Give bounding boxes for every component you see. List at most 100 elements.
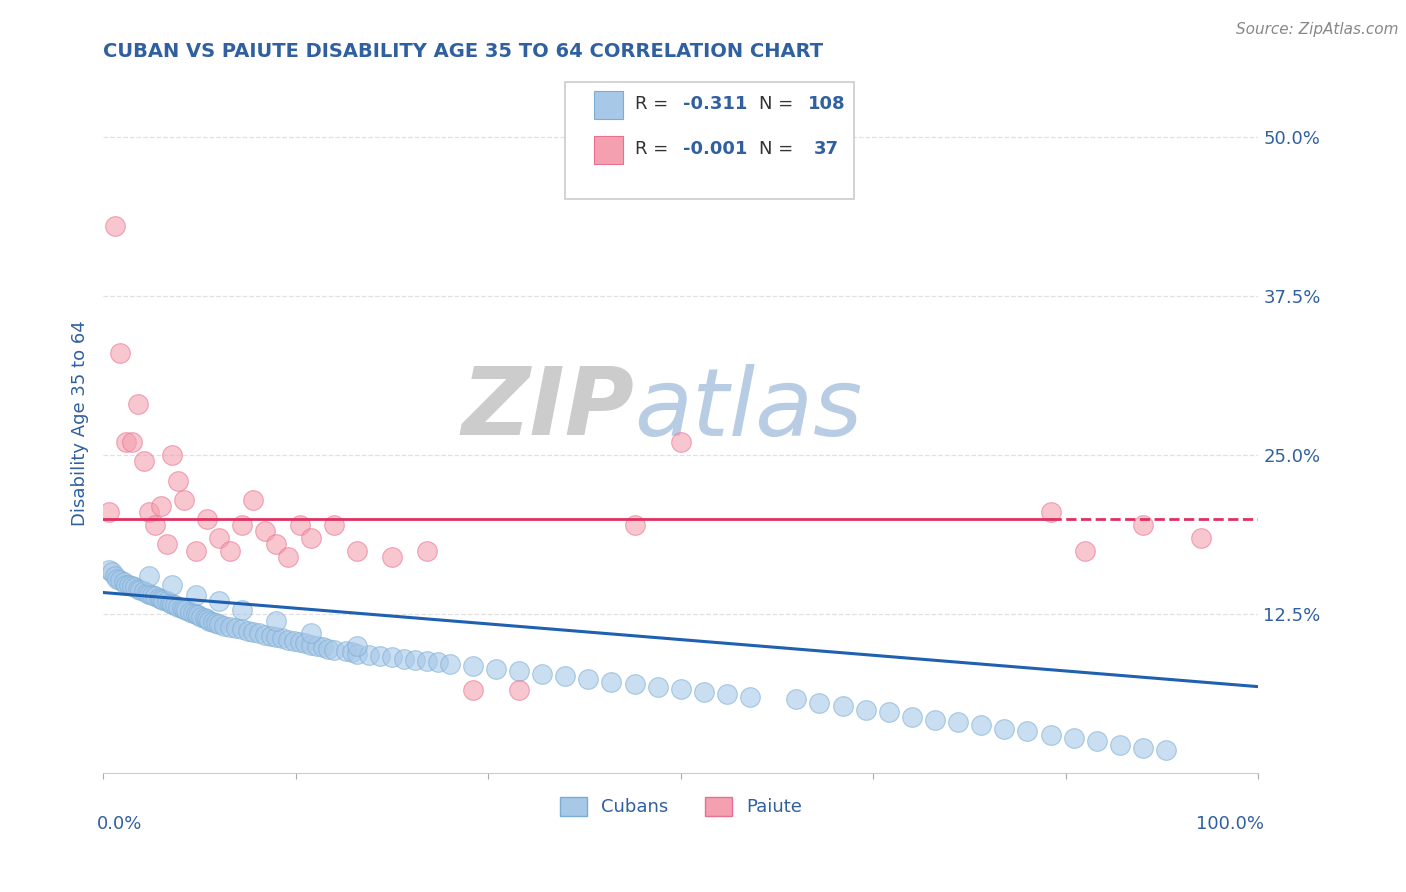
- Point: [266, 537, 288, 551]
- Point: [97, 563, 120, 577]
- Point: [531, 667, 554, 681]
- Point: [294, 636, 316, 650]
- Point: [214, 618, 236, 632]
- Point: [1085, 734, 1108, 748]
- Point: [299, 626, 322, 640]
- Point: [176, 603, 198, 617]
- Point: [1108, 738, 1130, 752]
- Point: [247, 626, 270, 640]
- Point: [576, 672, 599, 686]
- Point: [190, 609, 212, 624]
- Point: [156, 537, 179, 551]
- Point: [346, 543, 368, 558]
- Point: [785, 692, 807, 706]
- Point: [195, 612, 218, 626]
- Point: [283, 633, 305, 648]
- Text: ZIP: ZIP: [461, 363, 634, 455]
- Point: [138, 505, 160, 519]
- Point: [179, 605, 201, 619]
- Point: [508, 665, 530, 679]
- Point: [219, 543, 242, 558]
- Point: [318, 641, 340, 656]
- Point: [167, 474, 190, 488]
- FancyBboxPatch shape: [565, 82, 853, 200]
- Point: [415, 654, 437, 668]
- Point: [485, 662, 508, 676]
- Point: [299, 531, 322, 545]
- Point: [143, 518, 166, 533]
- Point: [415, 543, 437, 558]
- Point: [335, 644, 357, 658]
- Text: Source: ZipAtlas.com: Source: ZipAtlas.com: [1236, 22, 1399, 37]
- Point: [259, 629, 281, 643]
- Point: [205, 615, 228, 630]
- Point: [1074, 543, 1097, 558]
- Point: [253, 524, 276, 539]
- Point: [669, 435, 692, 450]
- Point: [136, 585, 159, 599]
- FancyBboxPatch shape: [595, 136, 623, 164]
- Point: [141, 588, 163, 602]
- FancyBboxPatch shape: [595, 91, 623, 119]
- Point: [508, 683, 530, 698]
- Point: [970, 718, 993, 732]
- Point: [184, 588, 207, 602]
- Point: [266, 630, 288, 644]
- Point: [117, 578, 139, 592]
- Point: [271, 632, 294, 646]
- Point: [149, 499, 172, 513]
- Point: [381, 549, 404, 564]
- Point: [901, 710, 924, 724]
- Point: [208, 594, 231, 608]
- Point: [392, 651, 415, 665]
- Point: [288, 518, 311, 533]
- Point: [808, 696, 831, 710]
- Point: [427, 656, 450, 670]
- Point: [311, 640, 333, 655]
- Point: [340, 645, 363, 659]
- Point: [208, 617, 231, 632]
- Text: -0.311: -0.311: [683, 95, 748, 112]
- Point: [201, 615, 224, 629]
- Point: [195, 512, 218, 526]
- Point: [946, 715, 969, 730]
- Point: [924, 713, 946, 727]
- Point: [208, 531, 231, 545]
- Point: [115, 578, 138, 592]
- Text: 100.0%: 100.0%: [1197, 815, 1264, 833]
- Point: [253, 627, 276, 641]
- Point: [163, 599, 186, 613]
- Point: [110, 346, 132, 360]
- Point: [110, 573, 132, 587]
- Point: [121, 579, 143, 593]
- Point: [647, 680, 669, 694]
- Point: [669, 682, 692, 697]
- Point: [194, 611, 217, 625]
- Point: [1039, 505, 1062, 519]
- Point: [623, 677, 645, 691]
- Point: [219, 620, 242, 634]
- Point: [346, 639, 368, 653]
- Point: [198, 614, 221, 628]
- Text: N =: N =: [759, 140, 793, 158]
- Point: [124, 581, 146, 595]
- Point: [129, 582, 152, 597]
- Point: [104, 569, 127, 583]
- Point: [170, 600, 193, 615]
- Y-axis label: Disability Age 35 to 64: Disability Age 35 to 64: [72, 320, 89, 526]
- Point: [381, 650, 404, 665]
- Point: [1154, 743, 1177, 757]
- Point: [1039, 728, 1062, 742]
- Text: CUBAN VS PAIUTE DISABILITY AGE 35 TO 64 CORRELATION CHART: CUBAN VS PAIUTE DISABILITY AGE 35 TO 64 …: [103, 42, 824, 61]
- Point: [225, 621, 247, 635]
- Point: [143, 590, 166, 604]
- Point: [242, 624, 264, 639]
- Point: [1189, 531, 1212, 545]
- Point: [1063, 731, 1085, 745]
- Text: N =: N =: [759, 95, 793, 112]
- Point: [149, 591, 172, 606]
- Point: [323, 518, 346, 533]
- Point: [97, 505, 120, 519]
- Point: [152, 593, 174, 607]
- Point: [101, 565, 124, 579]
